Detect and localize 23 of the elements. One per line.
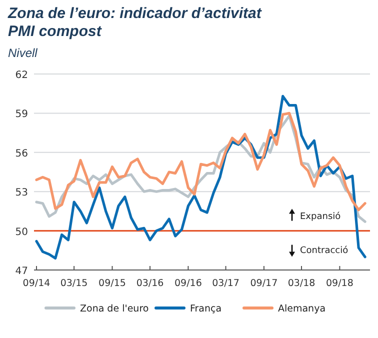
annotation: Contracció	[300, 244, 349, 256]
x-tick-label: 09/17	[250, 278, 278, 289]
x-tick-label: 09/14	[22, 278, 50, 289]
x-tick-label: 03/17	[212, 278, 240, 289]
x-tick-label: 09/16	[174, 278, 202, 289]
y-tick-label: 59	[15, 109, 28, 120]
annotation: Expansió	[300, 210, 342, 222]
x-tick-label: 03/18	[288, 278, 316, 289]
x-tick-label: 09/15	[98, 278, 126, 289]
line-series	[35, 94, 366, 260]
x-tick-label: 09/18	[326, 278, 354, 289]
legend-label: França	[190, 304, 222, 314]
y-tick-label: 50	[15, 226, 28, 238]
x-tick-label: 03/15	[60, 278, 88, 289]
y-tick-label: 56	[15, 148, 28, 160]
legend-label: Alemanya	[278, 304, 326, 314]
chart-subtitle: Nivell	[8, 46, 38, 60]
y-tick-label: 53	[15, 188, 28, 199]
y-tick-label: 47	[15, 266, 28, 277]
x-tick-label: 03/16	[136, 278, 164, 289]
chart-title: Zona de l’euro: indicador d’activitat PMI compost	[7, 5, 262, 40]
legend-label: Zona de l'euro	[80, 304, 149, 314]
y-tick-label: 62	[15, 70, 28, 81]
